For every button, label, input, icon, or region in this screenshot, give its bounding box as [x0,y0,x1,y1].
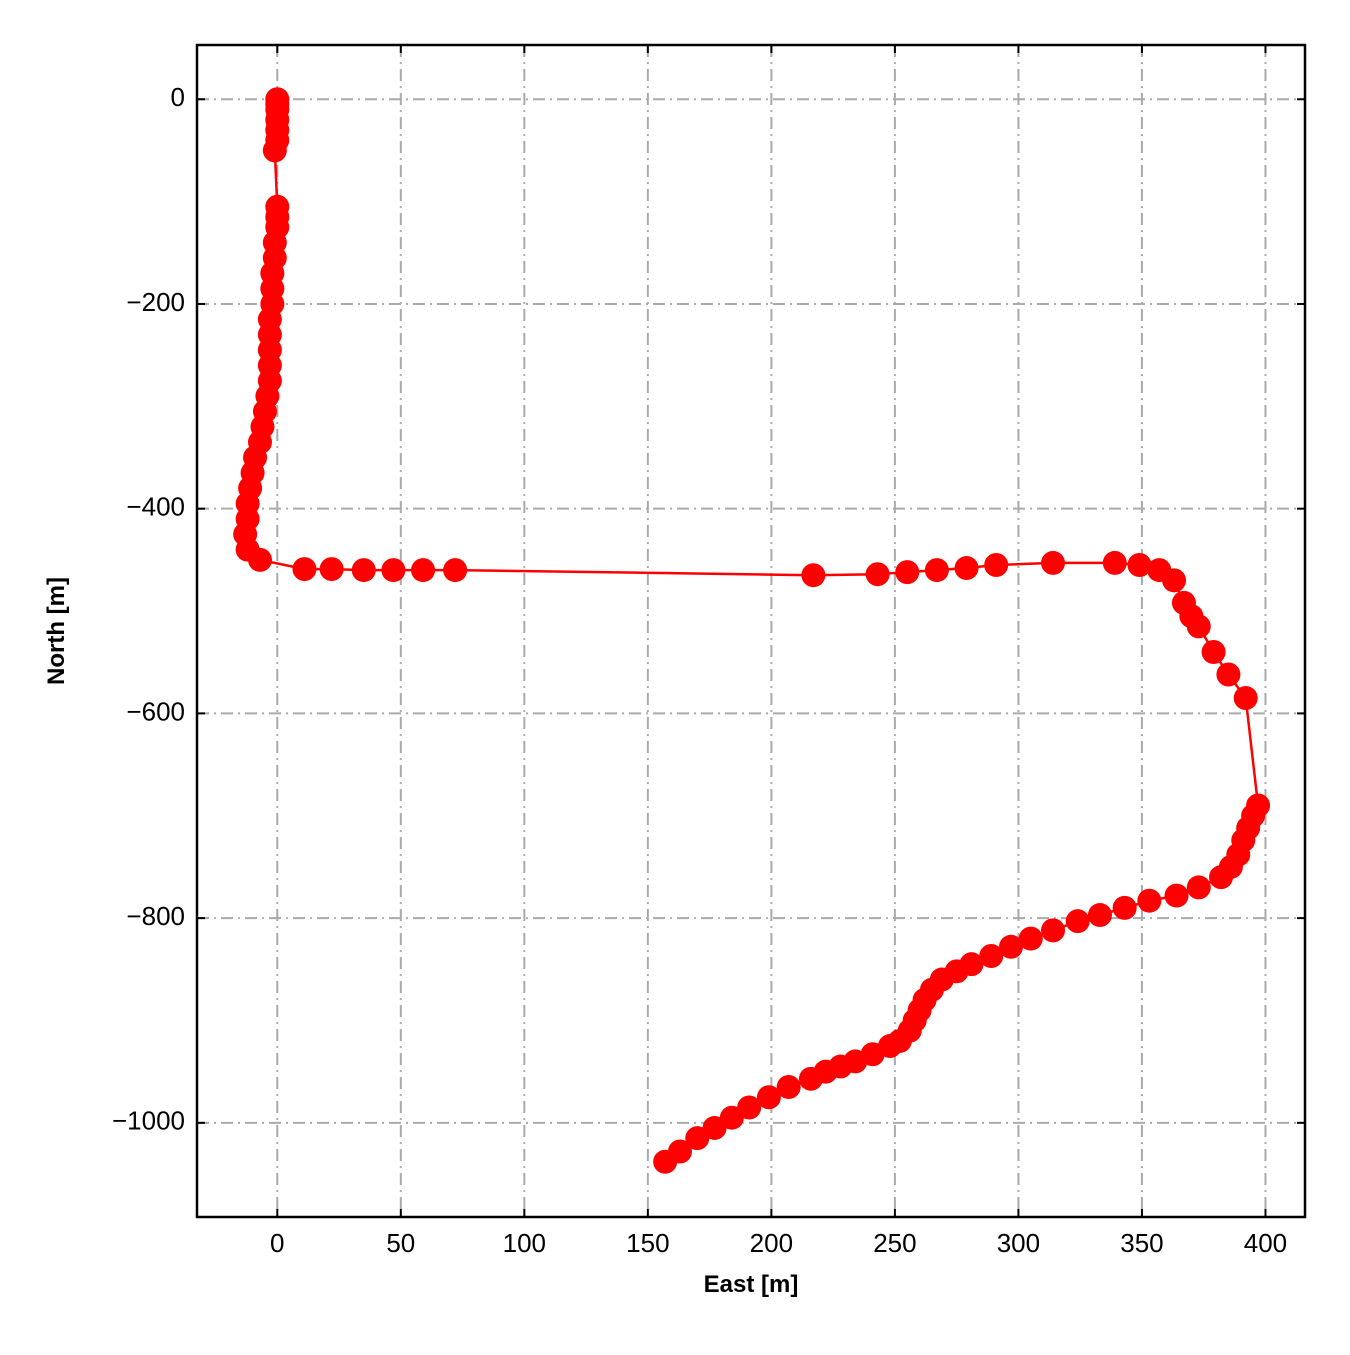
y-tick-label: −1000 [112,1106,185,1136]
marker [1137,888,1162,913]
marker [702,1115,727,1140]
marker [1065,909,1090,934]
marker [381,558,406,583]
y-tick-label: −600 [126,696,185,726]
x-tick-label: 200 [750,1228,793,1258]
marker [1209,865,1234,890]
y-tick-label: 0 [171,82,185,112]
marker [954,556,979,581]
marker [1041,918,1066,943]
x-tick-label: 250 [873,1228,916,1258]
marker [351,558,376,583]
marker [984,552,1009,577]
marker [719,1105,744,1130]
line [243,99,1260,1163]
marker [247,547,272,572]
marker [292,557,317,582]
y-tick-label: −800 [126,901,185,931]
marker [1087,903,1112,928]
x-tick-label: 150 [626,1228,669,1258]
marker [979,943,1004,968]
x-tick-label: 300 [997,1228,1040,1258]
marker [1233,686,1258,711]
x-tick-label: 100 [503,1228,546,1258]
marker [1041,550,1066,575]
marker [262,138,287,163]
marker [999,934,1024,959]
marker [1216,662,1241,687]
marker [865,562,890,587]
marker [653,1149,678,1174]
marker [685,1126,710,1151]
marker [319,557,344,582]
marker [1112,895,1137,920]
x-tick-label: 400 [1244,1228,1287,1258]
marker [1186,614,1211,639]
y-axis-label: North [m] [43,577,70,685]
marker [1201,639,1226,664]
marker [1102,550,1127,575]
marker [737,1095,762,1120]
marker [924,558,949,583]
x-tick-label: 350 [1120,1228,1163,1258]
x-tick-label: 0 [270,1228,284,1258]
plot-frame [195,43,1307,1219]
marker [756,1085,781,1110]
y-tick-label: −200 [126,287,185,317]
x-tick-label: 50 [386,1228,415,1258]
marker [1186,875,1211,900]
marker [1018,926,1043,951]
marker [776,1075,801,1100]
marker [1162,568,1187,593]
marker [798,1066,823,1091]
y-tick-label: −400 [126,492,185,522]
marker [411,558,436,583]
marker [1164,883,1189,908]
marker [895,560,920,585]
marker [801,563,826,588]
marker [443,558,468,583]
x-axis-label: East [m] [704,1271,799,1298]
marker [1127,552,1152,577]
